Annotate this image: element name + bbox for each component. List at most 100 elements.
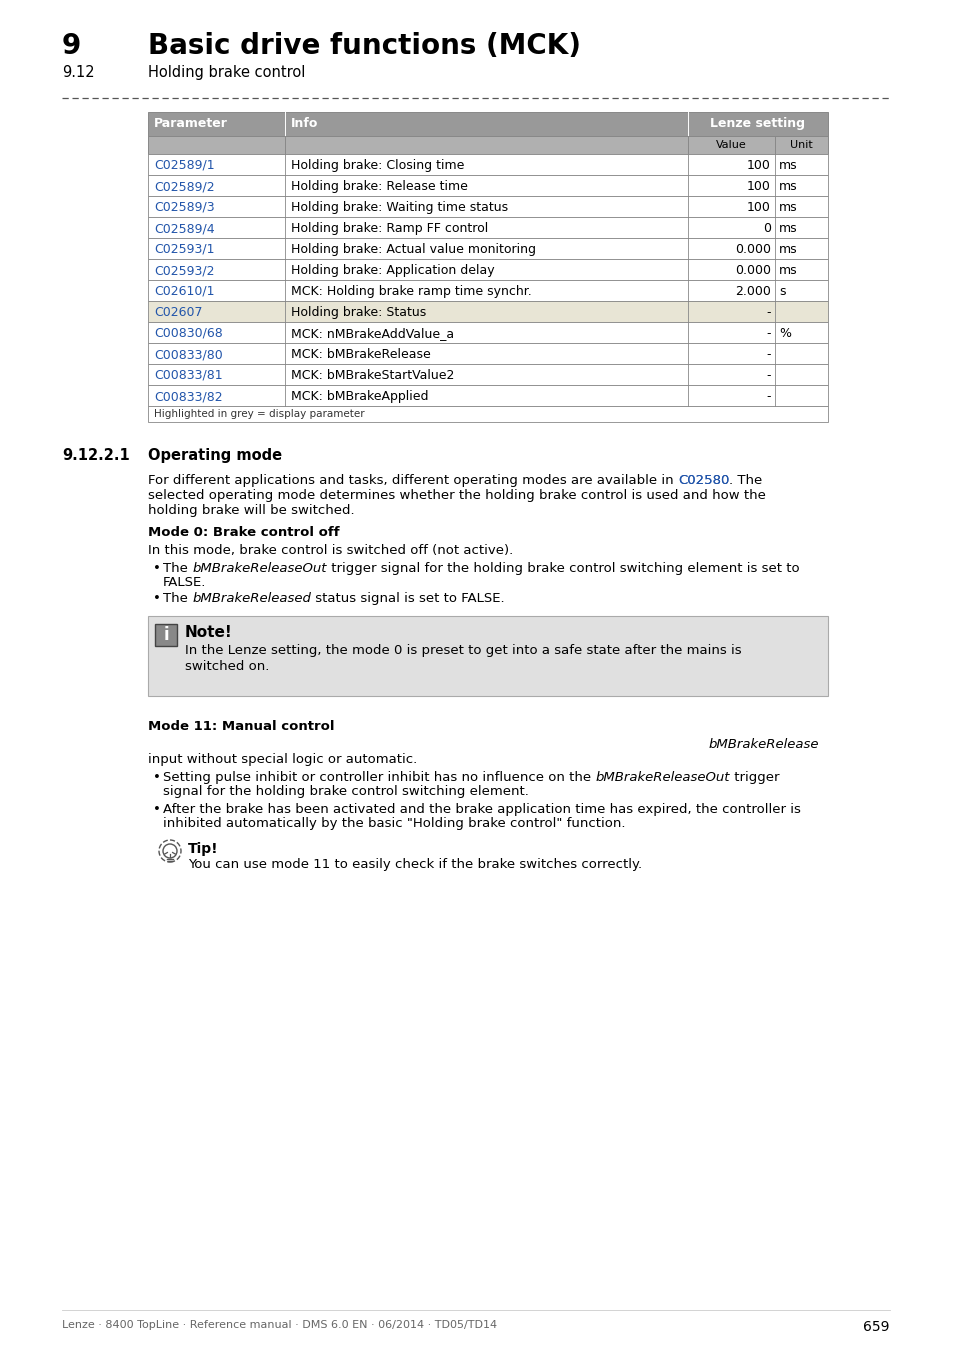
Text: Holding brake: Waiting time status: Holding brake: Waiting time status (291, 201, 508, 215)
Bar (148, 406, 827, 423)
Text: Info: Info (291, 117, 318, 130)
Bar (148, 217, 827, 238)
Text: C02589/3: C02589/3 (153, 201, 214, 215)
Text: -: - (765, 390, 770, 404)
Text: inhibited automatically by the basic "Holding brake control" function.: inhibited automatically by the basic "Ho… (163, 817, 625, 830)
Text: Setting pulse inhibit or controller inhibit has no influence on the: Setting pulse inhibit or controller inhi… (163, 771, 595, 784)
Text: Parameter: Parameter (153, 117, 228, 130)
Text: The: The (163, 562, 192, 575)
Text: Holding brake: Ramp FF control: Holding brake: Ramp FF control (291, 221, 488, 235)
Text: 2.000: 2.000 (735, 285, 770, 298)
Text: C02593/2: C02593/2 (153, 265, 214, 277)
Text: switched on.: switched on. (185, 660, 269, 674)
Text: holding brake will be switched.: holding brake will be switched. (148, 504, 355, 517)
Text: Holding brake: Closing time: Holding brake: Closing time (291, 159, 464, 171)
Text: C00833/80: C00833/80 (153, 348, 222, 360)
Text: bMBrakeReleaseOut: bMBrakeReleaseOut (192, 562, 326, 575)
Bar (148, 176, 827, 196)
Text: 100: 100 (746, 180, 770, 193)
Text: ms: ms (779, 243, 797, 256)
Bar (148, 343, 827, 364)
Text: Holding brake: Actual value monitoring: Holding brake: Actual value monitoring (291, 243, 536, 256)
Text: C02580: C02580 (678, 474, 728, 487)
Text: selected operating mode determines whether the holding brake control is used and: selected operating mode determines wheth… (148, 489, 765, 502)
Text: 9: 9 (62, 32, 81, 59)
Text: C02580: C02580 (678, 474, 728, 487)
Text: . The: . The (728, 474, 761, 487)
Text: You can use mode 11 to easily check if the brake switches correctly.: You can use mode 11 to easily check if t… (188, 859, 641, 871)
Text: In the Lenze setting, the mode 0 is preset to get into a safe state after the ma: In the Lenze setting, the mode 0 is pres… (185, 644, 740, 657)
Text: Holding brake: Status: Holding brake: Status (291, 306, 426, 319)
Bar (148, 323, 827, 343)
Text: bMBrakeReleased: bMBrakeReleased (192, 593, 311, 605)
Text: Unit: Unit (789, 140, 812, 150)
Text: Holding brake: Application delay: Holding brake: Application delay (291, 265, 494, 277)
Bar (148, 238, 827, 259)
Text: C02593/1: C02593/1 (153, 243, 214, 256)
Text: 659: 659 (862, 1320, 889, 1334)
Text: ms: ms (779, 265, 797, 277)
Text: For different applications and tasks, different operating modes are available in: For different applications and tasks, di… (148, 474, 678, 487)
Text: MCK: bMBrakeStartValue2: MCK: bMBrakeStartValue2 (291, 369, 454, 382)
Bar (148, 364, 827, 385)
Text: signal for the holding brake control switching element.: signal for the holding brake control swi… (163, 784, 528, 798)
Text: input without special logic or automatic.: input without special logic or automatic… (148, 753, 416, 765)
Text: MCK: bMBrakeRelease: MCK: bMBrakeRelease (291, 348, 431, 360)
Bar (148, 259, 827, 279)
Text: 0.000: 0.000 (734, 243, 770, 256)
Bar (148, 136, 827, 154)
Text: In this mode, brake control is switched off (not active).: In this mode, brake control is switched … (148, 544, 513, 558)
Text: Value: Value (716, 140, 746, 150)
Text: C00833/81: C00833/81 (153, 369, 222, 382)
Text: 9.12: 9.12 (62, 65, 94, 80)
Text: Tip!: Tip! (188, 842, 218, 856)
Text: Operating mode: Operating mode (148, 448, 282, 463)
Text: s: s (779, 285, 784, 298)
Text: ms: ms (779, 201, 797, 215)
Text: MCK: nMBrakeAddValue_a: MCK: nMBrakeAddValue_a (291, 327, 454, 340)
Text: Mode 11: Manual control: Mode 11: Manual control (148, 720, 335, 733)
Text: trigger: trigger (729, 771, 779, 784)
Text: C00833/82: C00833/82 (153, 390, 222, 404)
Text: •: • (152, 593, 161, 605)
Text: C02607: C02607 (153, 306, 202, 319)
Text: MCK: bMBrakeApplied: MCK: bMBrakeApplied (291, 390, 428, 404)
Text: After the brake has been activated and the brake application time has expired, t: After the brake has been activated and t… (163, 803, 800, 815)
Bar (148, 112, 827, 136)
Text: •: • (152, 771, 161, 784)
Text: %: % (779, 327, 790, 340)
Text: 100: 100 (746, 201, 770, 215)
Text: Holding brake: Release time: Holding brake: Release time (291, 180, 467, 193)
Text: -: - (765, 348, 770, 360)
Text: ms: ms (779, 159, 797, 171)
Text: Highlighted in grey = display parameter: Highlighted in grey = display parameter (153, 409, 364, 418)
Text: Mode 0: Brake control off: Mode 0: Brake control off (148, 526, 339, 539)
Text: Lenze · 8400 TopLine · Reference manual · DMS 6.0 EN · 06/2014 · TD05/TD14: Lenze · 8400 TopLine · Reference manual … (62, 1320, 497, 1330)
Text: C02610/1: C02610/1 (153, 285, 214, 298)
Circle shape (163, 844, 177, 859)
Text: 9.12.2.1: 9.12.2.1 (62, 448, 130, 463)
Text: C02589/2: C02589/2 (153, 180, 214, 193)
Text: 0.000: 0.000 (734, 265, 770, 277)
Text: trigger signal for the holding brake control switching element is set to: trigger signal for the holding brake con… (326, 562, 799, 575)
Text: 0: 0 (762, 221, 770, 235)
Text: 100: 100 (746, 159, 770, 171)
Text: C00830/68: C00830/68 (153, 327, 222, 340)
Text: -: - (765, 327, 770, 340)
Text: Lenze setting: Lenze setting (710, 117, 804, 130)
Text: bMBrakeReleaseOut: bMBrakeReleaseOut (595, 771, 729, 784)
Text: C02589/1: C02589/1 (153, 159, 214, 171)
Text: i: i (163, 626, 169, 644)
Text: FALSE.: FALSE. (163, 576, 206, 589)
Text: bMBrakeRelease: bMBrakeRelease (707, 738, 818, 751)
Text: Holding brake control: Holding brake control (148, 65, 305, 80)
Bar (154, 624, 177, 647)
Bar (148, 196, 827, 217)
Text: status signal is set to FALSE.: status signal is set to FALSE. (311, 593, 504, 605)
Text: -: - (765, 306, 770, 319)
Text: •: • (152, 562, 161, 575)
Bar (148, 301, 827, 323)
Text: The: The (163, 593, 192, 605)
Text: C02589/4: C02589/4 (153, 221, 214, 235)
Text: Note!: Note! (185, 625, 233, 640)
